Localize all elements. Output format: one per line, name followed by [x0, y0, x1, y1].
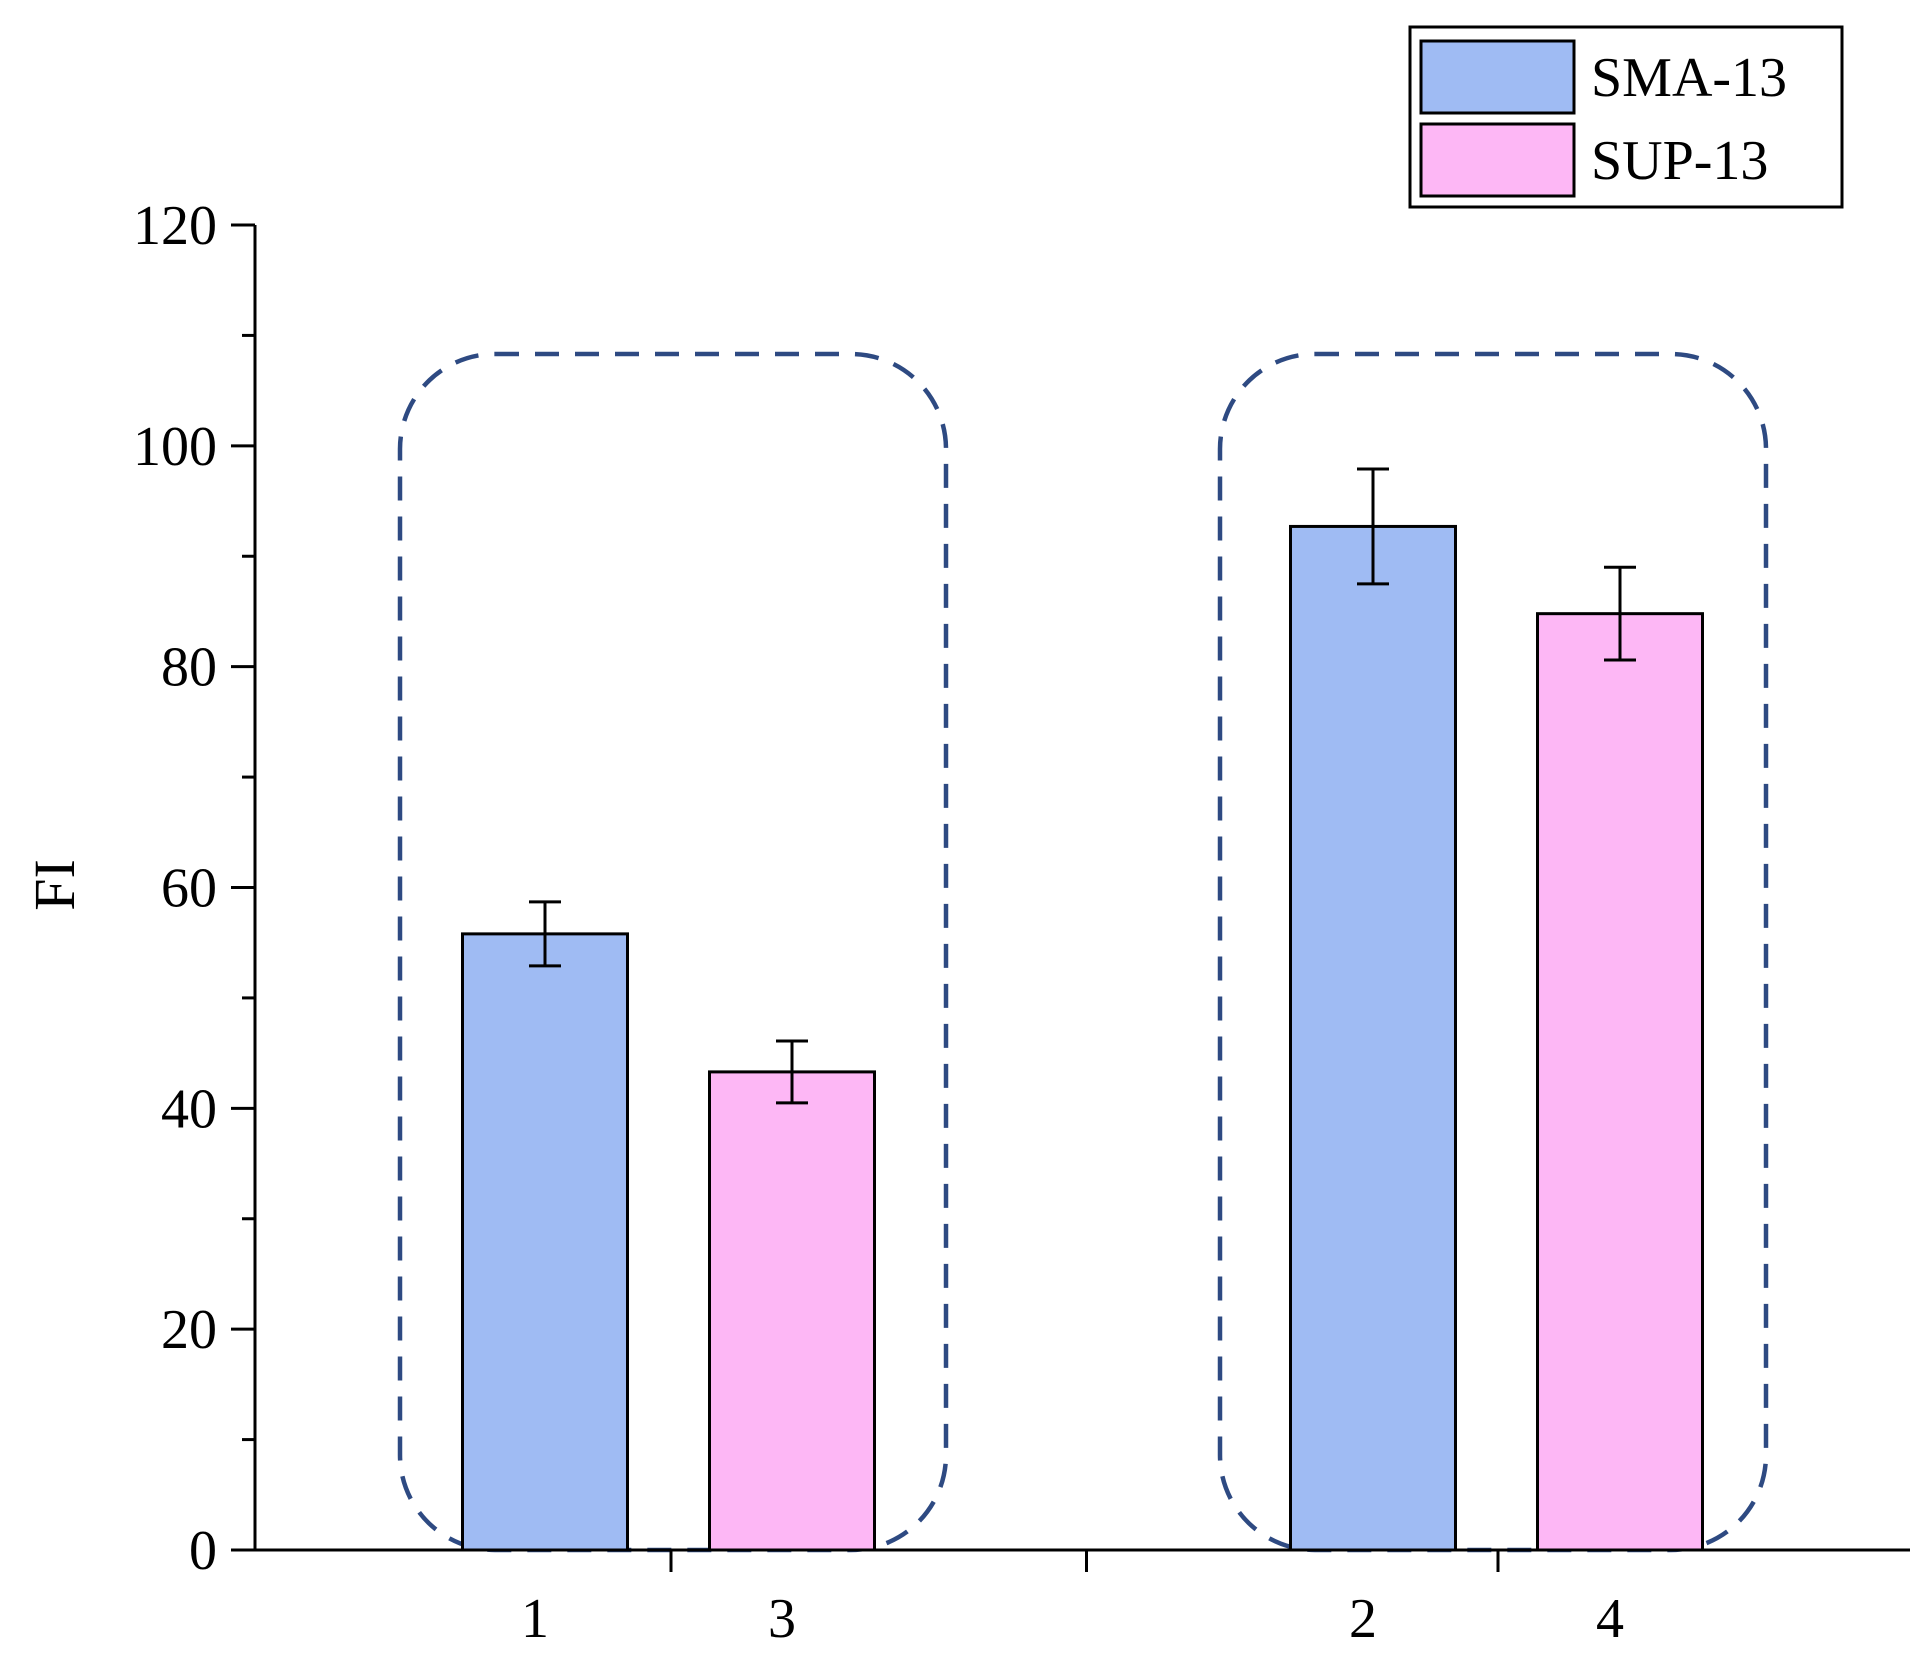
bar-1 [461, 932, 629, 1552]
y-tick-label-60: 60 [161, 858, 217, 920]
y-tick-label-20: 20 [161, 1299, 217, 1361]
y-tick-label-40: 40 [161, 1078, 217, 1140]
group-highlight-boxes [397, 351, 1769, 1553]
legend-label-SUP-13: SUP-13 [1591, 130, 1768, 192]
y-tick-label-80: 80 [161, 637, 217, 699]
bar-3 [708, 1070, 876, 1552]
legend: SMA-13 SUP-13 [1408, 25, 1844, 209]
y-tick-label-100: 100 [133, 416, 217, 478]
y-tick-label-0: 0 [189, 1520, 217, 1582]
legend-swatch-SUP-13 [1419, 122, 1576, 198]
y-tick-label-120: 120 [133, 195, 217, 257]
legend-label-SMA-13: SMA-13 [1591, 47, 1787, 109]
group-box-2 [1217, 351, 1769, 1553]
group-box-1 [397, 351, 949, 1553]
axes: 0 20 40 60 80 100 120 1 3 2 4 [133, 195, 1910, 1650]
bars [461, 524, 1704, 1552]
error-bars [529, 467, 1636, 1105]
y-axis-label: FI [22, 859, 87, 911]
x-tick-label-1: 1 [521, 1588, 549, 1650]
x-tick-label-3: 3 [768, 1588, 796, 1650]
legend-swatch-SMA-13 [1419, 39, 1576, 115]
bar-2 [1289, 524, 1457, 1552]
bar-4 [1536, 612, 1704, 1552]
x-tick-label-2: 2 [1349, 1588, 1377, 1650]
x-tick-label-4: 4 [1596, 1588, 1624, 1650]
